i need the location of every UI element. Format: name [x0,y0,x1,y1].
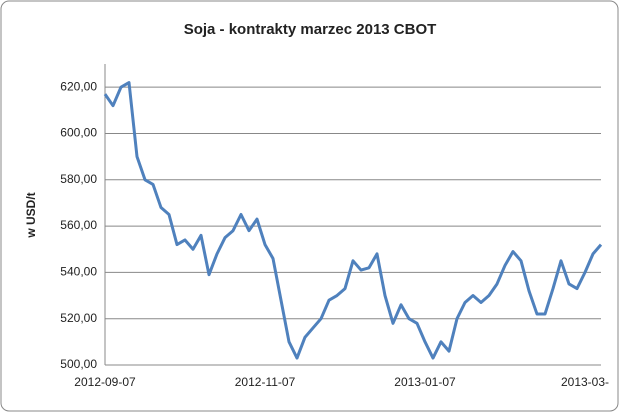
y-tick-label: 520,00 [60,311,97,325]
y-tick-label: 580,00 [60,172,97,186]
x-tick-label: 2013-03- [561,375,609,389]
y-tick-label: 560,00 [60,218,97,232]
y-tick-label: 500,00 [60,357,97,371]
y-axis-title: w USD/t [24,192,38,238]
y-tick-label: 600,00 [60,126,97,140]
y-tick-label: 540,00 [60,265,97,279]
chart-title: Soja - kontrakty marzec 2013 CBOT [184,21,437,38]
x-tick-label: 2012-11-07 [235,375,296,389]
x-tick-label: 2012-09-07 [74,375,136,389]
x-tick-label: 2013-01-07 [394,375,456,389]
data-line [103,81,603,360]
y-tick-label: 620,00 [60,79,97,93]
